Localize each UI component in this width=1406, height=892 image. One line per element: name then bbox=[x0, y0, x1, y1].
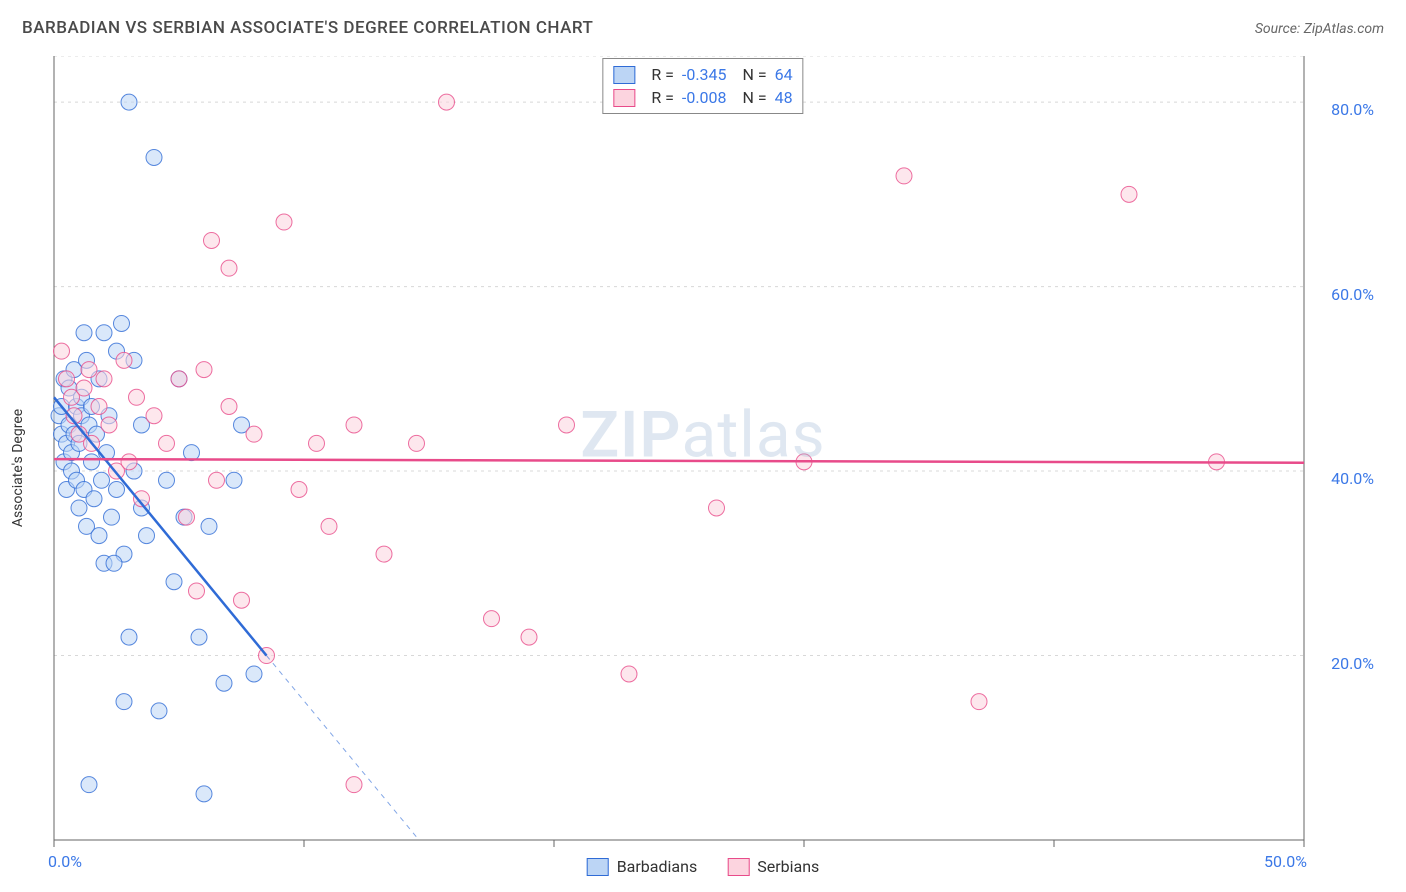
series-legend: Barbadians Serbians bbox=[587, 857, 820, 876]
stats-legend-row: R = -0.345 N = 64 bbox=[613, 63, 792, 86]
x-tick-label: 50.0% bbox=[1264, 852, 1307, 871]
n-stat: N = 64 bbox=[743, 65, 793, 84]
x-tick-label: 0.0% bbox=[48, 852, 82, 871]
n-stat: N = 48 bbox=[743, 88, 793, 107]
series-label: Serbians bbox=[757, 857, 819, 876]
stats-legend-row: R = -0.008 N = 48 bbox=[613, 86, 792, 109]
source-credit: Source: ZipAtlas.com bbox=[1255, 21, 1384, 37]
y-tick-label: 20.0% bbox=[1331, 654, 1374, 673]
series-legend-item: Serbians bbox=[727, 857, 819, 876]
y-tick-label: 80.0% bbox=[1331, 100, 1374, 119]
r-stat: R = -0.345 bbox=[651, 65, 726, 84]
legend-swatch bbox=[613, 66, 635, 84]
legend-swatch bbox=[613, 89, 635, 107]
chart-container: Associate's Degree ZIPatlas R = -0.345N … bbox=[22, 56, 1384, 880]
y-axis-label: Associate's Degree bbox=[10, 409, 26, 527]
y-tick-label: 60.0% bbox=[1331, 285, 1374, 304]
stats-legend: R = -0.345 N = 64 R = -0.008 N = 48 bbox=[602, 58, 803, 114]
r-stat: R = -0.008 bbox=[651, 88, 726, 107]
correlation-scatter-chart bbox=[22, 56, 1384, 880]
legend-swatch bbox=[727, 858, 749, 876]
series-legend-item: Barbadians bbox=[587, 857, 698, 876]
page-title: BARBADIAN VS SERBIAN ASSOCIATE'S DEGREE … bbox=[22, 18, 593, 38]
legend-swatch bbox=[587, 858, 609, 876]
series-label: Barbadians bbox=[617, 857, 698, 876]
y-tick-label: 40.0% bbox=[1331, 469, 1374, 488]
